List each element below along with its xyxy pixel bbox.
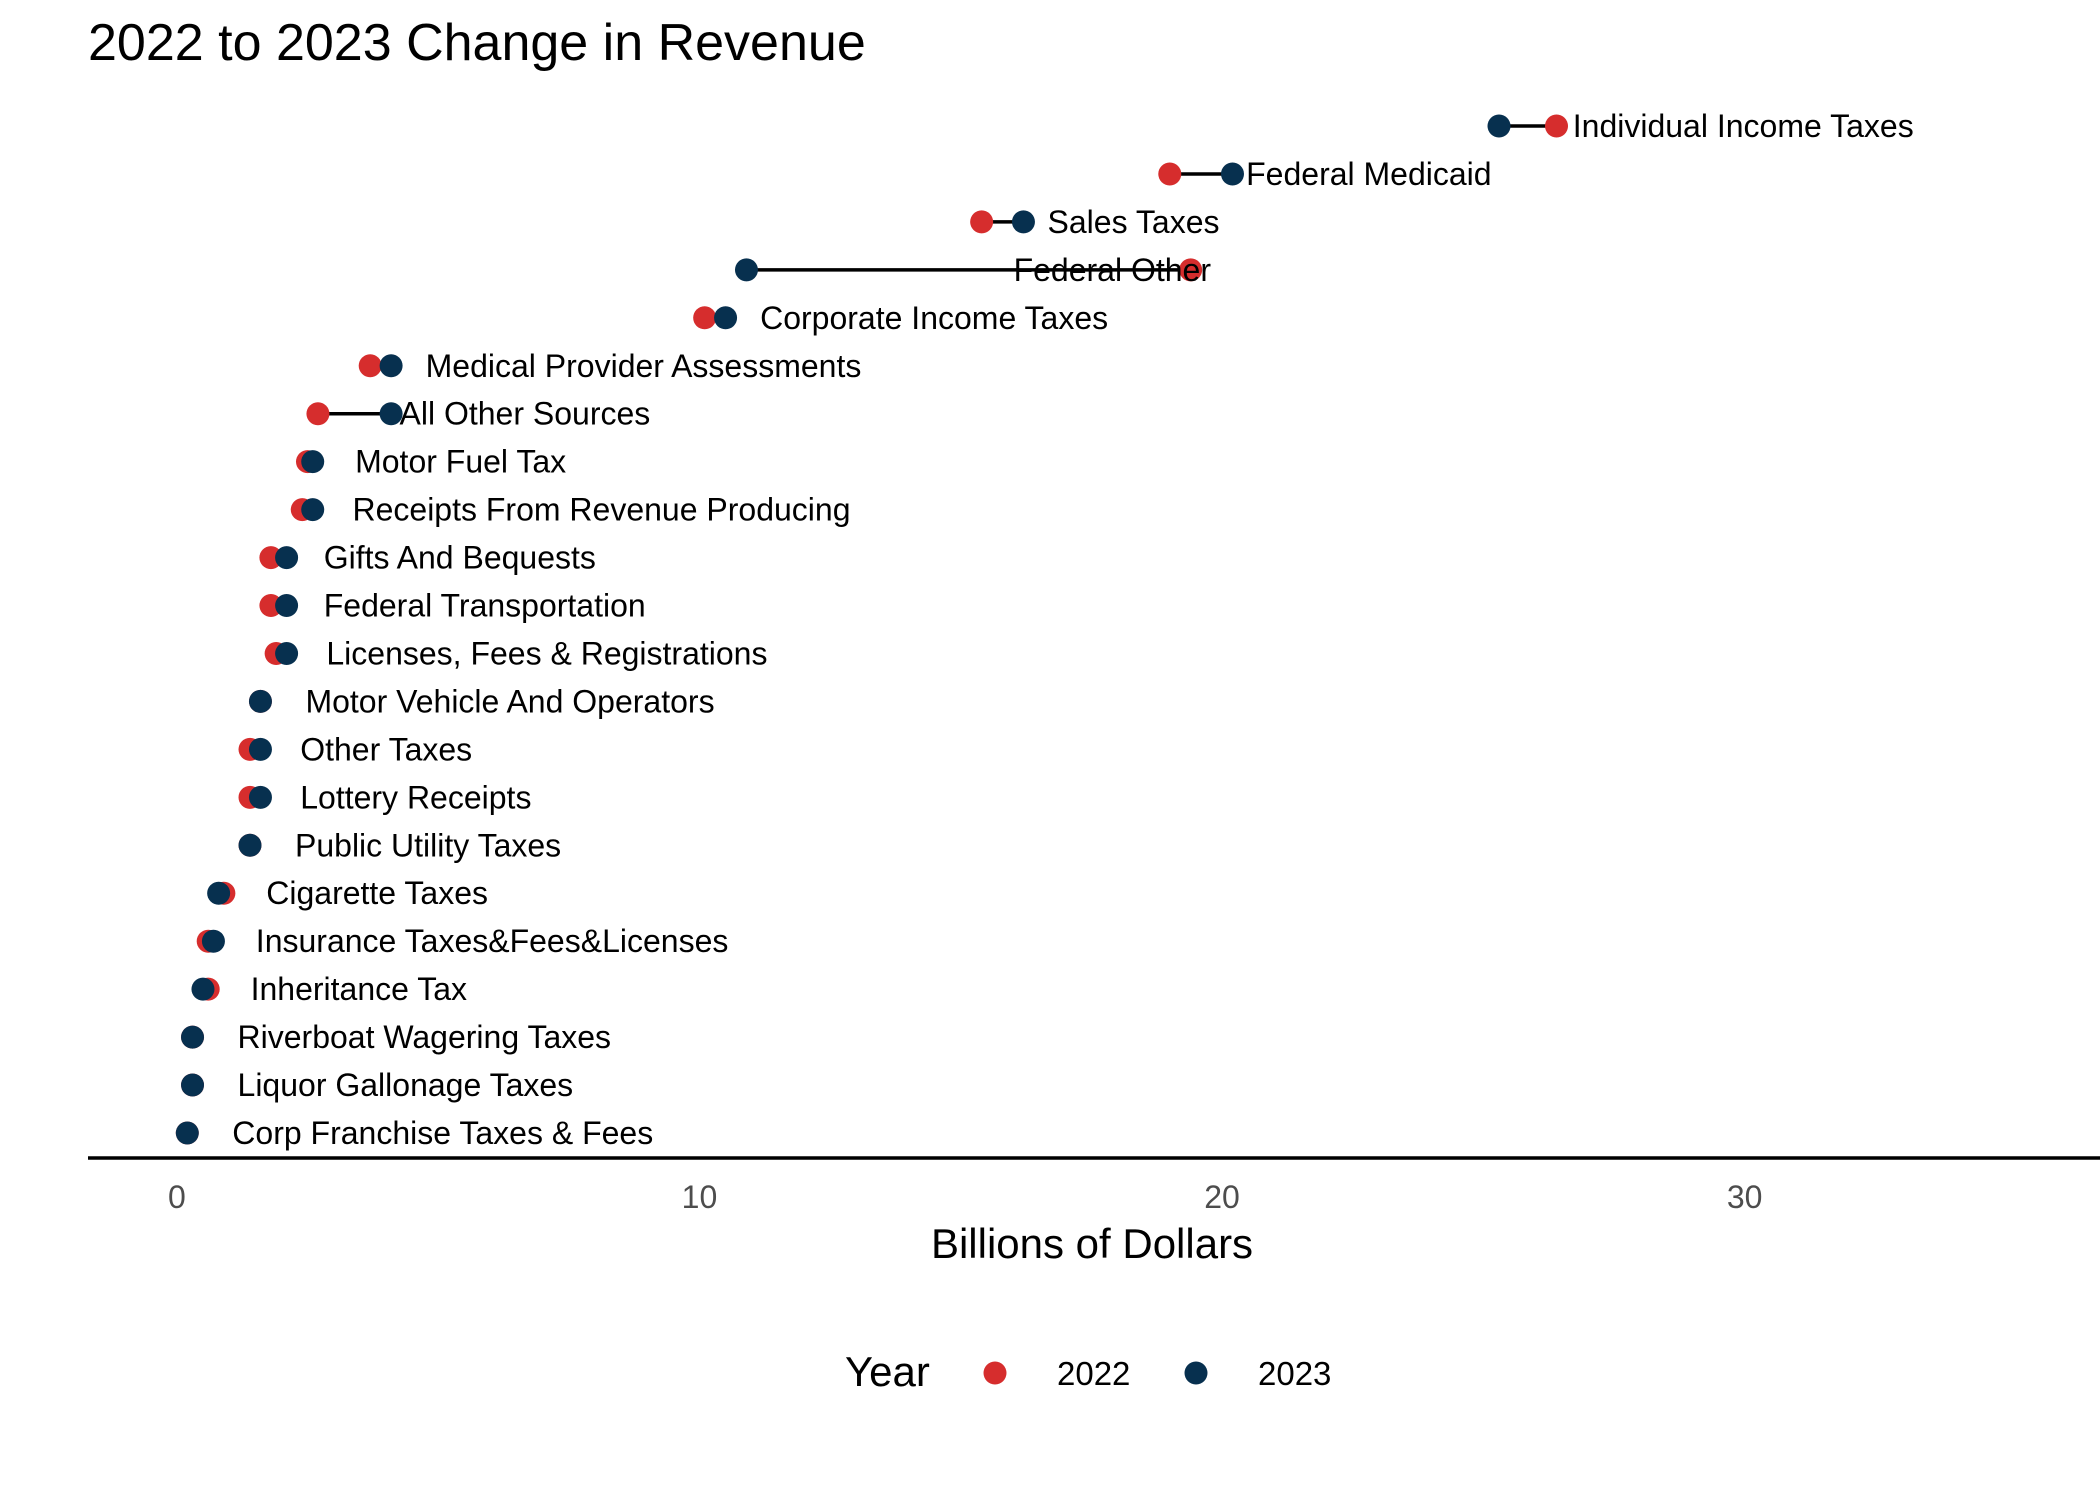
legend-item-2023: 2023 [1184,1355,1331,1392]
dumbbell-row: Cigarette Taxes [207,875,488,911]
legend-title: Year [845,1348,930,1395]
dumbbell-row: Inheritance Tax [191,971,467,1007]
chart-title: 2022 to 2023 Change in Revenue [88,14,866,72]
point-2023 [201,929,225,953]
dumbbell-row: Insurance Taxes&Fees&Licenses [196,923,729,959]
point-2023 [248,689,272,713]
point-2023 [191,977,215,1001]
dumbbell-row: Other Taxes [238,731,472,767]
legend-dot-2022 [983,1361,1007,1385]
dumbbell-row: Federal Transportation [259,588,646,624]
dumbbell-row: Corporate Income Taxes [693,300,1108,336]
category-label: Insurance Taxes&Fees&Licenses [256,923,729,959]
point-2023 [238,833,262,857]
category-label: Lottery Receipts [300,779,531,815]
legend: Year 2022 2023 [845,1348,1331,1395]
x-tick-label: 10 [682,1179,718,1215]
point-2023 [248,737,272,761]
legend-items: 2022 2023 [983,1355,1331,1392]
dumbbell-row: Motor Vehicle And Operators [248,683,715,719]
point-2023 [379,402,403,426]
dumbbell-row: Corp Franchise Taxes & Fees [175,1115,653,1151]
dumbbell-row: Public Utility Taxes [238,827,561,863]
point-2022 [358,354,382,378]
point-2022 [1179,258,1203,282]
dumbbell-row: Federal Other [734,252,1212,288]
category-label: Medical Provider Assessments [426,348,862,384]
point-2022 [306,402,330,426]
point-2023 [1487,114,1511,138]
point-2023 [714,306,738,330]
dumbbell-row: Medical Provider Assessments [358,348,862,384]
point-2023 [301,450,325,474]
category-label: Sales Taxes [1048,204,1220,240]
category-label: Public Utility Taxes [295,827,561,863]
dumbbell-row: Individual Income Taxes [1487,108,1914,144]
category-label: Individual Income Taxes [1573,108,1914,144]
dumbbell-row: Motor Fuel Tax [295,444,566,480]
point-2023 [275,641,299,665]
point-2023 [1220,162,1244,186]
point-2023 [301,498,325,522]
point-2023 [275,546,299,570]
category-label: Corp Franchise Taxes & Fees [232,1115,653,1151]
point-2022 [1544,114,1568,138]
x-axis-ticks: 0 10 20 30 [168,1179,1762,1215]
point-2023 [207,881,231,905]
point-2023 [181,1073,205,1097]
point-2022 [693,306,717,330]
dumbbell-row: Lottery Receipts [238,779,531,815]
dumbbell-row: Riverboat Wagering Taxes [181,1019,611,1055]
point-2023 [175,1121,199,1145]
point-2022 [970,210,994,234]
dumbbell-row: All Other Sources [306,396,650,432]
legend-label-2023: 2023 [1258,1355,1331,1392]
category-label: Riverboat Wagering Taxes [238,1019,612,1055]
point-2023 [248,785,272,809]
dumbbell-row: Licenses, Fees & Registrations [264,635,767,671]
legend-label-2022: 2022 [1057,1355,1130,1392]
dumbbell-row: Receipts From Revenue Producing [290,492,851,528]
category-label: Federal Other [1014,252,1212,288]
category-label: Federal Medicaid [1246,156,1491,192]
category-label: Gifts And Bequests [324,540,596,576]
dumbbell-row: Gifts And Bequests [259,540,596,576]
x-tick-label: 0 [168,1179,186,1215]
category-label: Cigarette Taxes [266,875,488,911]
dumbbell-row: Liquor Gallonage Taxes [181,1067,573,1103]
chart-marks: Individual Income Taxes Federal Medicaid S… [175,108,1914,1151]
x-tick-label: 20 [1204,1179,1240,1215]
category-label: All Other Sources [400,396,651,432]
point-2023 [1011,210,1035,234]
category-label: Liquor Gallonage Taxes [238,1067,574,1103]
x-axis-title: Billions of Dollars [931,1220,1253,1267]
point-2023 [275,594,299,618]
category-label: Receipts From Revenue Producing [352,492,850,528]
category-label: Inheritance Tax [251,971,467,1007]
point-2023 [379,354,403,378]
category-label: Motor Vehicle And Operators [305,683,714,719]
category-label: Other Taxes [300,731,472,767]
legend-dot-2023 [1184,1361,1208,1385]
category-label: Motor Fuel Tax [355,444,566,480]
category-label: Corporate Income Taxes [760,300,1108,336]
point-2023 [181,1025,205,1049]
x-tick-label: 30 [1727,1179,1763,1215]
dumbbell-row: Sales Taxes [970,204,1219,240]
dumbbell-row: Federal Medicaid [1158,156,1492,192]
category-label: Federal Transportation [324,588,646,624]
point-2022 [1158,162,1182,186]
legend-item-2022: 2022 [983,1355,1130,1392]
category-label: Licenses, Fees & Registrations [326,635,767,671]
point-2023 [734,258,758,282]
